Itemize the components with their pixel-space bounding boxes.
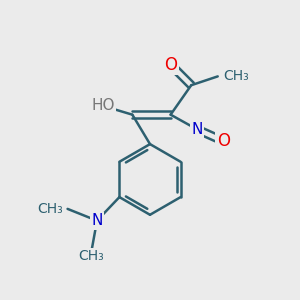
Text: N: N [191,122,203,137]
Text: O: O [164,56,177,74]
Text: HO: HO [91,98,115,113]
Text: CH₃: CH₃ [224,69,249,83]
Text: CH₃: CH₃ [38,202,63,216]
Text: CH₃: CH₃ [78,249,104,263]
Text: O: O [217,132,230,150]
Text: N: N [91,213,103,228]
